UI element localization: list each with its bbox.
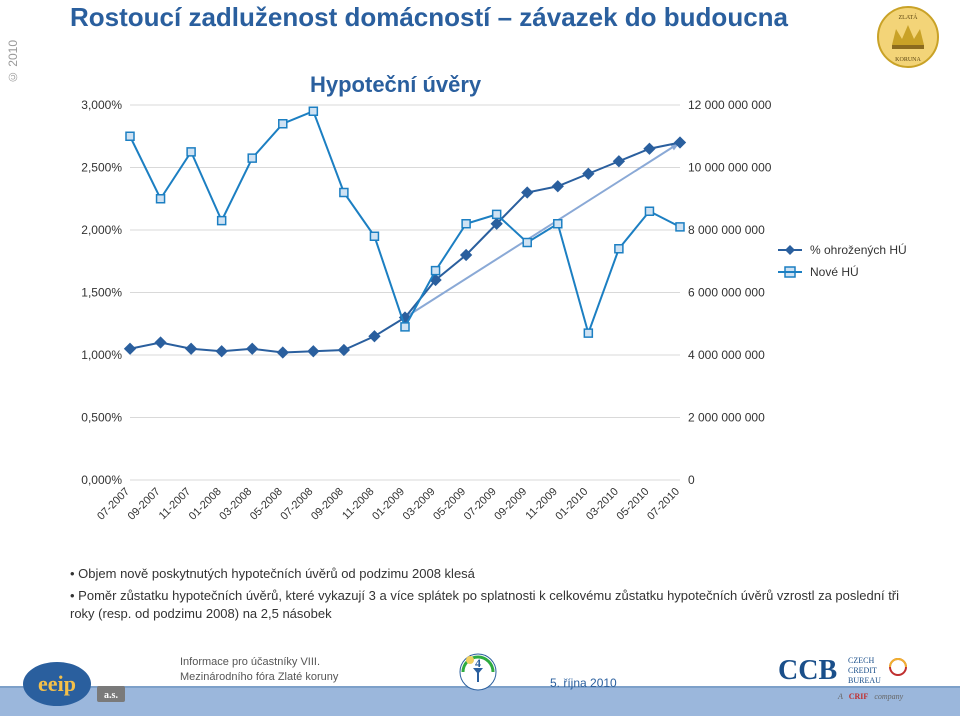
series-marker-diamond (246, 343, 258, 355)
x-tick: 05-2008 (248, 486, 285, 523)
crif-b: CRIF (849, 692, 869, 701)
bullet-text: Poměr zůstatku hypotečních úvěrů, které … (70, 588, 899, 621)
x-tick: 11-2007 (157, 486, 193, 522)
y-right-tick: 8 000 000 000 (688, 223, 765, 237)
ccb-logo: CCB CZECH CREDIT BUREAU A CRIF company (778, 651, 938, 706)
series-marker-square (584, 329, 592, 337)
series-marker-square (676, 223, 684, 231)
series-marker-diamond (154, 336, 166, 348)
y-left-tick: 1,000% (81, 348, 122, 362)
bullet-item: • Objem nově poskytnutých hypotečních úv… (70, 565, 900, 583)
series-marker-square (218, 217, 226, 225)
x-tick: 11-2009 (523, 486, 559, 522)
x-tick: 07-2007 (95, 486, 132, 523)
bullet-item: • Poměr zůstatku hypotečních úvěrů, kter… (70, 587, 900, 623)
y-right-tick: 10 000 000 000 (688, 161, 772, 175)
series-marker-diamond (216, 345, 228, 357)
crif-a: A (837, 692, 843, 701)
y-right-tick: 0 (688, 473, 695, 487)
y-right-tick: 12 000 000 000 (688, 98, 772, 112)
series-marker-square (279, 120, 287, 128)
legend-label: Nové HÚ (810, 264, 859, 279)
footer-note: Informace pro účastníky VIII. Mezinárodn… (180, 655, 338, 684)
y-left-tick: 0,000% (81, 473, 122, 487)
chart: 0,000% 0 0,500% 2 000 000 000 1,000% 4 000 00… (50, 85, 920, 585)
ccb-l2: CREDIT (848, 666, 877, 675)
x-tick: 07-2009 (462, 486, 499, 523)
series-marker-diamond (368, 330, 380, 342)
gold-crown-seal-icon: ZLATÁ KORUNA (876, 5, 940, 69)
footer-date: 5. října 2010 (550, 676, 617, 690)
ccb-l1: CZECH (848, 656, 874, 665)
svg-text:KORUNA: KORUNA (895, 57, 921, 63)
ccb-main: CCB (778, 655, 837, 686)
series-marker-square (157, 195, 165, 203)
y-right-tick: 6 000 000 000 (688, 286, 765, 300)
series-marker-diamond (582, 168, 594, 180)
x-tick: 03-2008 (217, 486, 254, 523)
x-tick: 05-2009 (431, 486, 468, 523)
ccb-l3: BUREAU (848, 676, 881, 685)
footer-line-1: Informace pro účastníky VIII. (180, 655, 338, 669)
x-tick: 09-2008 (309, 486, 346, 523)
series-marker-square (401, 323, 409, 331)
series-marker-square (432, 267, 440, 275)
series-marker-diamond (643, 143, 655, 155)
x-tick: 01-2009 (370, 486, 407, 523)
series-marker-diamond (185, 343, 197, 355)
x-tick: 07-2010 (645, 486, 682, 523)
x-tick: 07-2008 (278, 486, 315, 523)
svg-text:ZLATÁ: ZLATÁ (899, 13, 919, 21)
series-marker-square (462, 220, 470, 228)
series-marker-square (523, 239, 531, 247)
series-marker-square (248, 154, 256, 162)
y-right-tick: 4 000 000 000 (688, 348, 765, 362)
x-tick: 03-2009 (401, 486, 438, 523)
series-marker-diamond (613, 155, 625, 167)
series-marker-square (370, 232, 378, 240)
x-tick: 11-2008 (340, 486, 376, 522)
series-marker-diamond (124, 343, 136, 355)
series-marker-square (554, 220, 562, 228)
series-marker-diamond (307, 345, 319, 357)
y-left-tick: 2,500% (81, 161, 122, 175)
series-marker-square (187, 148, 195, 156)
x-tick: 01-2010 (553, 486, 590, 523)
series-marker-square (493, 210, 501, 218)
crif-c: company (874, 692, 903, 701)
x-tick: 05-2010 (615, 486, 652, 523)
page-number-badge: 4 (458, 652, 498, 692)
eeip-logo: eeip a.s. (22, 654, 142, 709)
eeip-text: eeip (38, 671, 76, 696)
y-left-tick: 0,500% (81, 411, 122, 425)
x-tick: 01-2008 (187, 486, 224, 523)
page-number: 4 (475, 656, 481, 670)
series-marker-square (126, 132, 134, 140)
footer: eeip a.s. Informace pro účastníky VIII. … (0, 646, 960, 716)
svg-text:A CRIF company: A CRIF company (837, 692, 904, 701)
bullet-text: Objem nově poskytnutých hypotečních úvěr… (78, 566, 475, 581)
series-marker-diamond (277, 346, 289, 358)
bullet-list: • Objem nově poskytnutých hypotečních úv… (70, 565, 900, 628)
series-marker-square (309, 107, 317, 115)
page-title: Rostoucí zadluženost domácností – závaze… (70, 2, 850, 33)
series-line (130, 111, 680, 333)
series-marker-square (615, 245, 623, 253)
x-tick: 09-2009 (492, 486, 529, 523)
x-tick: 09-2007 (126, 486, 163, 523)
y-left-tick: 2,000% (81, 223, 122, 237)
legend-label: % ohrožených HÚ (810, 242, 907, 257)
y-left-tick: 3,000% (81, 98, 122, 112)
x-tick: 03-2010 (584, 486, 621, 523)
eeip-as: a.s. (104, 690, 118, 701)
series-marker-diamond (552, 180, 564, 192)
y-right-tick: 2 000 000 000 (688, 411, 765, 425)
series-marker-diamond (338, 344, 350, 356)
main-title-text: Rostoucí zadluženost domácností – závaze… (70, 2, 850, 33)
copyright-side: © 2010 (6, 40, 20, 84)
footer-line-2: Mezinárodního fóra Zlaté koruny (180, 670, 338, 684)
series-marker-square (340, 189, 348, 197)
series-marker-square (645, 207, 653, 215)
y-left-tick: 1,500% (81, 286, 122, 300)
